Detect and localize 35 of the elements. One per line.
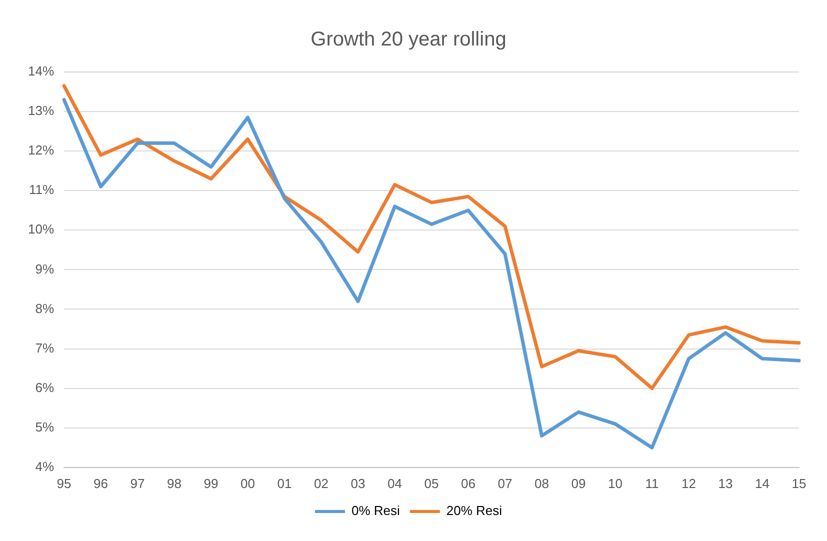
x-tick-label: 10 xyxy=(608,476,622,491)
x-tick-label: 98 xyxy=(167,476,182,491)
x-tick-label: 96 xyxy=(94,476,108,491)
x-tick-label: 06 xyxy=(461,476,476,491)
x-tick-label: 08 xyxy=(534,476,549,491)
x-tick-label: 04 xyxy=(388,476,402,491)
y-tick-label: 10% xyxy=(28,222,54,237)
x-tick-label: 09 xyxy=(571,476,586,491)
x-tick-label: 01 xyxy=(277,476,292,491)
chart-title: Growth 20 year rolling xyxy=(310,28,506,51)
y-tick-label: 4% xyxy=(35,458,54,474)
y-tick-label: 13% xyxy=(28,103,54,118)
legend-label: 20% Resi xyxy=(446,503,502,518)
x-tick-label: 95 xyxy=(56,476,72,491)
x-tick-label: 05 xyxy=(424,476,439,491)
x-tick-label: 00 xyxy=(240,476,255,491)
x-tick-label: 15 xyxy=(792,476,806,491)
x-tick-label: 07 xyxy=(498,476,512,491)
y-tick-label: 6% xyxy=(35,380,54,395)
x-tick-label: 99 xyxy=(204,476,218,491)
x-tick-label: 14 xyxy=(755,476,770,491)
x-tick-label: 11 xyxy=(645,476,659,491)
y-tick-label: 8% xyxy=(35,300,54,316)
y-tick-label: 9% xyxy=(35,261,54,276)
y-tick-label: 5% xyxy=(35,419,54,434)
y-tick-label: 7% xyxy=(35,340,54,356)
x-tick-label: 02 xyxy=(314,476,328,491)
legend-label: 0% Resi xyxy=(351,503,400,518)
x-tick-label: 97 xyxy=(130,476,145,491)
x-tick-label: 03 xyxy=(350,476,366,491)
x-tick-label: 13 xyxy=(718,476,733,491)
y-tick-label: 11% xyxy=(28,182,54,198)
y-tick-label: 12% xyxy=(28,142,54,158)
y-tick-label: 14% xyxy=(28,64,54,79)
x-tick-label: 12 xyxy=(682,476,696,491)
